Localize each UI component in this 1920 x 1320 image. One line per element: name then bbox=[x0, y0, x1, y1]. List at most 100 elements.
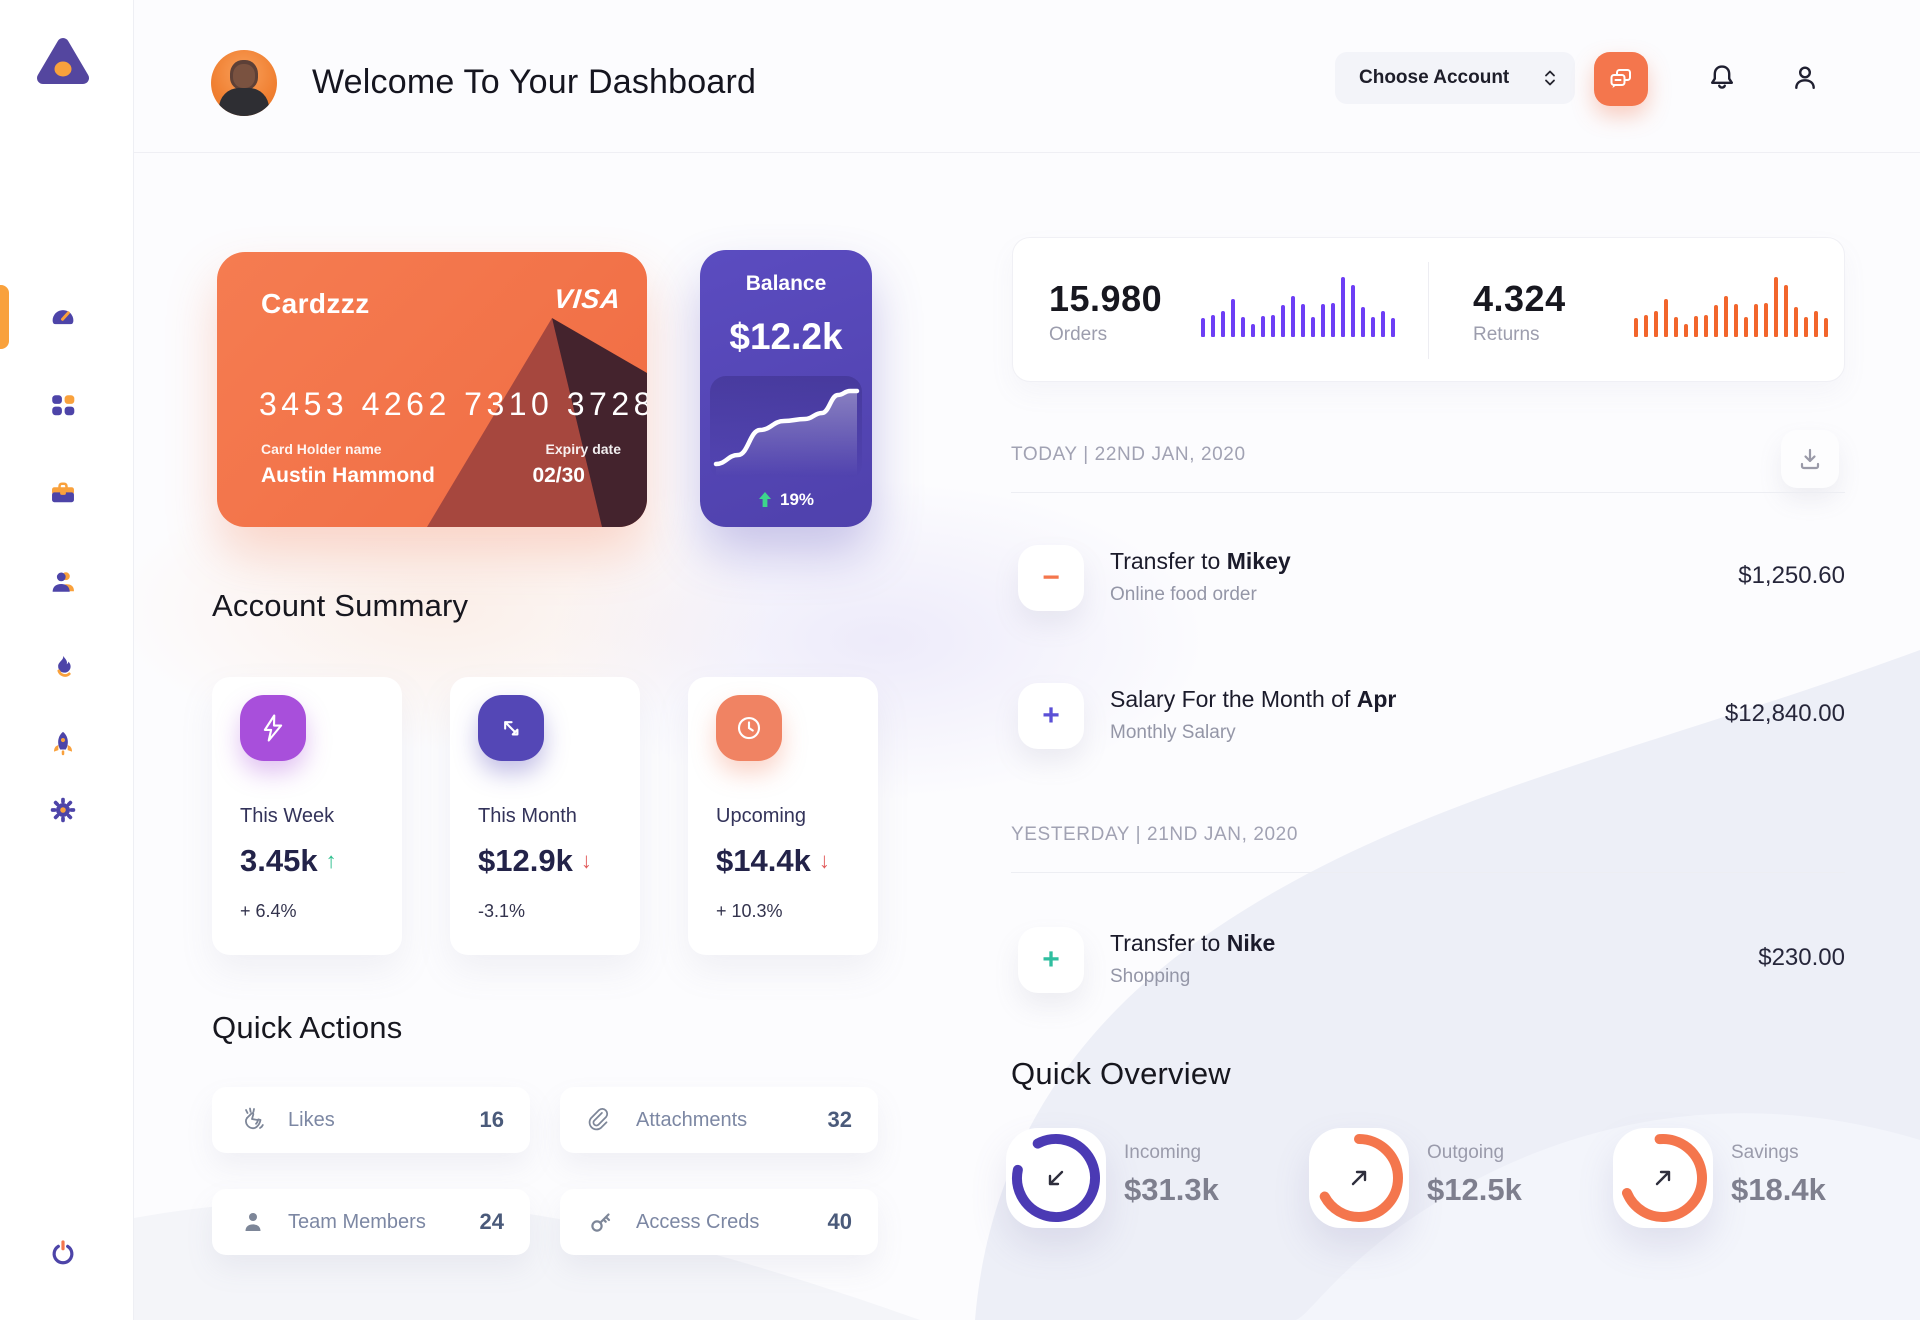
txn-section-yesterday: YESTERDAY | 21ND JAN, 2020 bbox=[1011, 824, 1298, 845]
balance-card[interactable]: Balance $12.2k 19% bbox=[700, 250, 872, 527]
returns-value: 4.324 bbox=[1473, 278, 1566, 319]
user-avatar[interactable] bbox=[211, 50, 277, 116]
summary-card-this-week[interactable]: This Week 3.45k ↑ + 6.4% bbox=[212, 677, 402, 955]
txn-amount: $12,840.00 bbox=[1724, 700, 1845, 727]
quick-overview-heading: Quick Overview bbox=[1011, 1056, 1231, 1091]
txn-subtitle: Shopping bbox=[1110, 966, 1191, 987]
flame-icon bbox=[48, 653, 78, 683]
quick-action-count: 16 bbox=[479, 1107, 504, 1132]
app-logo[interactable] bbox=[34, 36, 92, 90]
summary-value: 3.45k bbox=[240, 843, 318, 878]
download-icon bbox=[1797, 446, 1823, 472]
transaction-row[interactable]: + Transfer to Nike Shopping $230.00 bbox=[1011, 924, 1845, 996]
clock-icon bbox=[716, 695, 782, 761]
summary-title: Upcoming bbox=[716, 805, 807, 827]
arrow-up-right-icon bbox=[1345, 1164, 1373, 1192]
download-statement-button[interactable] bbox=[1781, 430, 1839, 488]
power-icon bbox=[47, 1237, 79, 1269]
txn-subtitle: Online food order bbox=[1110, 584, 1257, 605]
plus-icon: + bbox=[1018, 683, 1084, 749]
balance-amount: $12.2k bbox=[729, 316, 843, 357]
overview-outgoing: Outgoing $12.5k bbox=[1309, 1128, 1609, 1238]
orders-label: Orders bbox=[1049, 324, 1108, 345]
chat-bubbles-icon bbox=[1606, 64, 1636, 94]
key-icon bbox=[586, 1207, 616, 1237]
sidebar-item-apps[interactable] bbox=[47, 389, 79, 421]
profile-button[interactable] bbox=[1788, 61, 1822, 95]
quick-action-label: Likes bbox=[288, 1108, 335, 1131]
sidebar-item-boost[interactable] bbox=[47, 728, 79, 760]
minus-icon: − bbox=[1018, 545, 1084, 611]
sidebar-item-settings[interactable] bbox=[47, 794, 79, 826]
quick-action-likes[interactable]: Likes 16 bbox=[212, 1087, 530, 1153]
overview-value: $31.3k bbox=[1124, 1172, 1219, 1207]
account-summary-heading: Account Summary bbox=[212, 588, 469, 623]
balance-change: 19% bbox=[779, 490, 815, 509]
person-icon bbox=[48, 567, 78, 597]
returns-label: Returns bbox=[1473, 324, 1540, 345]
sidebar-item-dashboard[interactable] bbox=[47, 301, 79, 333]
txn-divider bbox=[1011, 872, 1845, 873]
active-nav-indicator bbox=[0, 285, 9, 349]
quick-action-count: 32 bbox=[827, 1107, 852, 1132]
account-select-label: Choose Account bbox=[1359, 67, 1510, 88]
sidebar-item-activity[interactable] bbox=[47, 652, 79, 684]
overview-value: $18.4k bbox=[1731, 1172, 1826, 1207]
messages-button[interactable] bbox=[1594, 52, 1648, 106]
summary-card-this-month[interactable]: This Month $12.9k ↓ -3.1% bbox=[450, 677, 640, 955]
txn-section-today: TODAY | 22ND JAN, 2020 bbox=[1011, 444, 1246, 465]
orders-returns-card: 15.980 Orders 4.324 Returns bbox=[1012, 237, 1845, 382]
summary-delta: -3.1% bbox=[478, 901, 526, 921]
overview-label: Outgoing bbox=[1427, 1142, 1505, 1163]
overview-savings: Savings $18.4k bbox=[1613, 1128, 1913, 1238]
txn-divider bbox=[1011, 492, 1845, 493]
summary-value: $12.9k bbox=[478, 843, 573, 878]
sidebar-item-contacts[interactable] bbox=[47, 566, 79, 598]
card-number: 3453 4262 7310 3728 bbox=[259, 386, 647, 422]
plus-icon: + bbox=[1018, 927, 1084, 993]
page-title: Welcome To Your Dashboard bbox=[312, 63, 757, 101]
quick-action-team-members[interactable]: Team Members 24 bbox=[212, 1189, 530, 1255]
overview-label: Savings bbox=[1731, 1142, 1799, 1163]
card-holder-label: Card Holder name bbox=[261, 441, 382, 457]
orders-value: 15.980 bbox=[1049, 278, 1163, 319]
txn-subtitle: Monthly Salary bbox=[1110, 722, 1236, 743]
orders-mini-bar-chart bbox=[1201, 277, 1395, 337]
gear-icon bbox=[48, 795, 78, 825]
rocket-icon bbox=[48, 729, 78, 759]
returns-mini-bar-chart bbox=[1634, 277, 1828, 337]
diagonal-arrows-icon bbox=[478, 695, 544, 761]
summary-title: This Week bbox=[240, 805, 335, 827]
logout-power-button[interactable] bbox=[47, 1237, 79, 1269]
sidebar bbox=[0, 0, 134, 1320]
user-icon bbox=[1789, 62, 1821, 94]
notifications-button[interactable] bbox=[1705, 61, 1739, 95]
clap-icon bbox=[238, 1105, 268, 1135]
quick-action-count: 40 bbox=[827, 1209, 852, 1234]
quick-action-access-creds[interactable]: Access Creds 40 bbox=[560, 1189, 878, 1255]
arrow-down-left-icon bbox=[1042, 1164, 1070, 1192]
summary-card-upcoming[interactable]: Upcoming $14.4k ↓ + 10.3% bbox=[688, 677, 878, 955]
quick-action-label: Access Creds bbox=[636, 1210, 760, 1233]
credit-card[interactable]: Cardzzz VISA 3453 4262 7310 3728 Card Ho… bbox=[217, 252, 647, 527]
briefcase-icon bbox=[48, 478, 78, 508]
select-chevrons-icon bbox=[1543, 68, 1557, 88]
sidebar-item-work[interactable] bbox=[47, 477, 79, 509]
overview-incoming: Incoming $31.3k bbox=[1006, 1128, 1306, 1238]
up-arrow-icon: ↑ bbox=[325, 848, 337, 873]
txn-amount: $230.00 bbox=[1758, 944, 1845, 971]
txn-title: Transfer to Nike bbox=[1110, 930, 1276, 956]
bolt-icon bbox=[240, 695, 306, 761]
quick-action-label: Team Members bbox=[288, 1210, 426, 1233]
txn-title: Transfer to Mikey bbox=[1110, 548, 1291, 574]
balance-title: Balance bbox=[745, 272, 827, 295]
transaction-row[interactable]: + Salary For the Month of Apr Monthly Sa… bbox=[1011, 680, 1845, 752]
member-icon bbox=[238, 1207, 268, 1237]
account-select[interactable]: Choose Account bbox=[1335, 52, 1575, 104]
summary-title: This Month bbox=[478, 805, 577, 827]
down-arrow-icon: ↓ bbox=[580, 848, 592, 873]
txn-title: Salary For the Month of Apr bbox=[1110, 686, 1397, 712]
quick-action-attachments[interactable]: Attachments 32 bbox=[560, 1087, 878, 1153]
card-name: Cardzzz bbox=[261, 288, 370, 319]
transaction-row[interactable]: − Transfer to Mikey Online food order $1… bbox=[1011, 542, 1845, 614]
